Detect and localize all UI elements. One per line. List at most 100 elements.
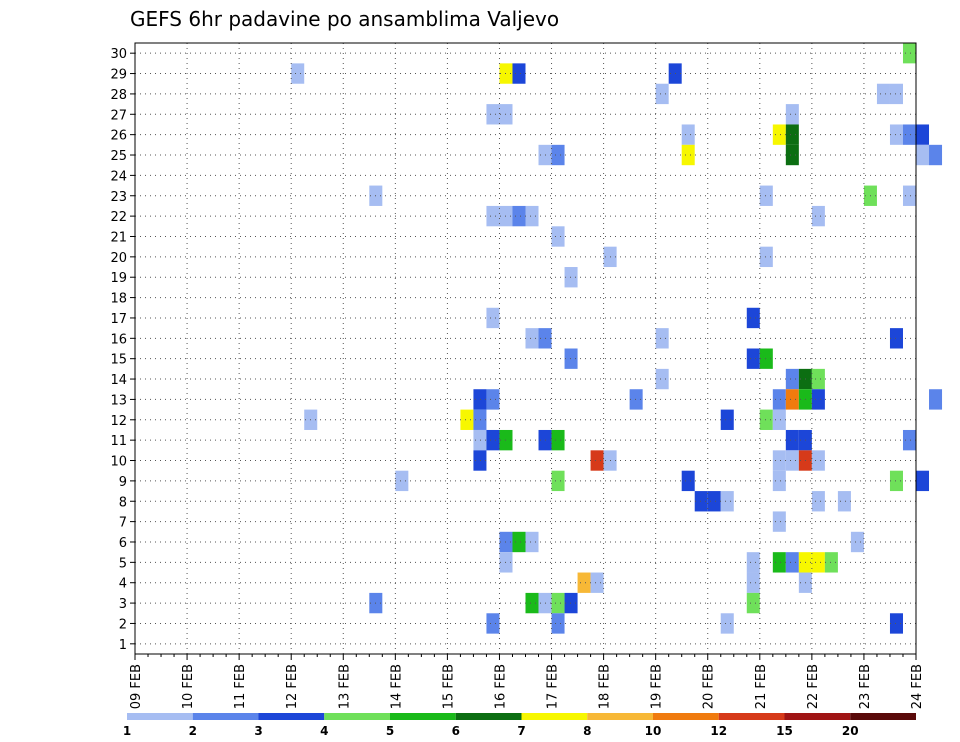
heatmap-cell	[525, 328, 539, 349]
y-tick-label: 28	[110, 88, 127, 103]
colorbar-swatch	[192, 713, 259, 720]
heatmap-cell	[486, 205, 500, 227]
y-tick-label: 13	[110, 393, 127, 408]
heatmap-cell	[486, 307, 500, 329]
y-tick-label: 4	[119, 577, 127, 592]
y-tick-label: 7	[119, 516, 127, 531]
heatmap-cell	[772, 450, 786, 471]
colorbar-swatch	[127, 713, 193, 720]
colorbar-swatch	[455, 713, 522, 720]
heatmap-cell	[551, 144, 565, 166]
heatmap-cell	[772, 552, 786, 573]
heatmap-cell	[551, 613, 565, 634]
heatmap-cell	[473, 450, 487, 471]
grid-layer	[135, 43, 916, 654]
heatmap-cell	[564, 592, 578, 614]
y-tick-label: 15	[110, 353, 127, 368]
heatmap-cell	[902, 185, 916, 206]
heatmap-cell	[785, 124, 799, 145]
heatmap-cell	[486, 389, 500, 410]
heatmap-cell	[551, 429, 565, 451]
colorbar-swatch	[390, 713, 456, 720]
heatmap-cell	[772, 389, 786, 410]
heatmap-cell	[746, 592, 760, 614]
colorbar-label: 1	[123, 724, 131, 738]
heatmap-cell	[525, 531, 539, 553]
y-tick-label: 24	[110, 169, 127, 184]
colorbar-label: 15	[776, 724, 793, 738]
heatmap-cell	[850, 531, 864, 553]
x-tick-label: 19 FEB	[650, 664, 665, 709]
heatmap-cell	[811, 368, 825, 390]
heatmap-cell	[889, 613, 903, 634]
y-tick-label: 11	[110, 434, 127, 449]
heatmap-cell	[759, 409, 773, 430]
heatmap-cell	[655, 83, 669, 105]
colorbar-label: 8	[583, 724, 591, 738]
heatmap-cell	[460, 409, 474, 430]
y-tick-label: 9	[119, 475, 127, 490]
heatmap-cell	[759, 246, 773, 268]
y-tick-label: 17	[110, 312, 127, 327]
heatmap-cell	[746, 307, 760, 329]
heatmap-cell	[759, 185, 773, 206]
heatmap-cell	[525, 205, 539, 227]
y-tick-label: 22	[110, 210, 127, 225]
x-tick-label: 12 FEB	[285, 664, 300, 709]
x-axis: 09 FEB 10 FEB 11 FEB 12 FEB 13 FEB 14 FEB 15 F…	[129, 654, 925, 709]
heatmap-cell	[551, 226, 565, 247]
heatmap-cell	[720, 409, 734, 430]
x-tick-label: 15 FEB	[441, 664, 456, 709]
heatmap-cell	[772, 409, 786, 430]
y-tick-label: 1	[119, 638, 127, 653]
heatmap-cell	[655, 328, 669, 349]
x-tick-label: 10 FEB	[181, 664, 196, 709]
heatmap-cell	[785, 368, 799, 390]
heatmap-cell	[681, 144, 695, 166]
heatmap-cell	[759, 348, 773, 369]
heatmap-cell	[590, 450, 604, 471]
x-tick-label: 16 FEB	[493, 664, 508, 709]
heatmap-cell	[551, 470, 565, 492]
heatmap-cell	[720, 491, 734, 512]
heatmap-cell	[655, 368, 669, 390]
y-tick-label: 18	[110, 292, 127, 307]
heatmap-cell	[746, 552, 760, 573]
heatmap-cell	[486, 104, 500, 125]
heatmap-cell	[811, 491, 825, 512]
heatmap-cell	[746, 348, 760, 369]
colorbar-swatch	[784, 713, 851, 720]
colorbar-label: 2	[189, 724, 197, 738]
heatmap-cell	[837, 491, 851, 512]
heatmap-cell	[811, 450, 825, 471]
heatmap-cell	[564, 267, 578, 288]
heatmap-cell	[694, 491, 708, 512]
heatmap-cell	[512, 531, 526, 553]
y-tick-label: 3	[119, 597, 127, 612]
y-tick-label: 30	[110, 47, 127, 62]
heatmap-cell	[785, 450, 799, 471]
heatmap-cell	[681, 124, 695, 145]
heatmap-cell	[525, 592, 539, 614]
y-tick-label: 23	[110, 190, 127, 205]
colorbar-swatch	[324, 713, 390, 720]
heatmap-cell	[889, 83, 903, 105]
x-tick-label: 24 FEB	[910, 664, 925, 709]
heatmap-cell	[473, 409, 487, 430]
heatmap-cell	[929, 144, 943, 166]
y-tick-label: 19	[110, 271, 127, 286]
y-tick-label: 6	[119, 536, 127, 551]
heatmap-cell	[395, 470, 409, 492]
y-tick-label: 8	[119, 495, 127, 510]
x-tick-label: 18 FEB	[598, 664, 613, 709]
heatmap-cell	[707, 491, 721, 512]
heatmap-cell	[473, 389, 487, 410]
heatmap-cell	[746, 572, 760, 593]
heatmap-cell	[889, 328, 903, 349]
heatmap-cell	[785, 429, 799, 451]
colorbar-swatch	[521, 713, 588, 720]
colorbar: 1 2 3 4 5 6 7 8 10 12 15 20	[123, 713, 916, 738]
heatmap-cell	[551, 592, 565, 614]
x-tick-label: 22 FEB	[806, 664, 821, 709]
